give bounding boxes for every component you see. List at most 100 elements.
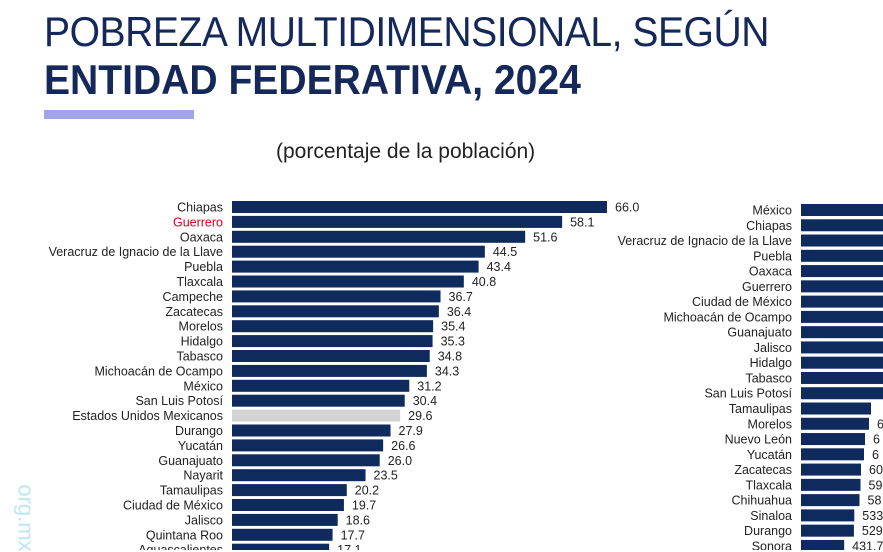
value-label: 431.7 [852,539,883,550]
bar-1-9 [801,341,883,354]
category-label: Quintana Roo [146,528,223,542]
bar-0-16 [232,439,384,452]
bar-1-1 [801,219,883,232]
bar-1-12 [801,387,883,400]
bar-0-4 [232,260,479,273]
value-label: 51.6 [533,230,557,244]
value-label: 30.4 [413,394,437,408]
category-label: Tamaulipas [729,402,792,416]
category-label: Michoacán de Ocampo [94,364,223,378]
category-label: Hidalgo [181,335,223,349]
category-label: Guerrero [173,215,223,229]
category-label: Veracruz de Ignacio de la Llave [49,245,223,259]
category-label: Guerrero [742,280,792,294]
value-label: 23.5 [374,469,398,483]
bar-1-10 [801,356,883,369]
category-label: Durango [175,424,223,438]
bar-0-15 [232,424,391,437]
title-line-1: POBREZA MULTIDIMENSIONAL, SEGÚN [44,8,769,55]
bar-1-19 [801,494,860,507]
value-label: 35.3 [441,335,465,349]
bar-0-5 [232,275,464,288]
category-label: Estados Unidos Mexicanos [72,409,223,423]
value-label: 44.5 [493,245,517,259]
value-label: 533 [862,509,883,523]
category-label: Tabasco [176,350,223,364]
value-label: 17.7 [341,528,365,542]
bar-1-17 [801,463,861,476]
bar-0-14 [232,409,401,422]
bar-1-3 [801,249,883,262]
value-label: 20.2 [355,484,379,498]
bar-1-5 [801,280,883,293]
bar-1-2 [801,234,883,247]
value-label: 6 [877,417,883,431]
value-label: 26.0 [388,454,412,468]
category-label: Zacatecas [165,305,223,319]
value-label: 31.2 [417,379,441,393]
category-label: Tlaxcala [176,275,223,289]
bar-0-6 [232,290,441,303]
category-label: Durango [744,524,792,538]
bar-0-8 [232,320,434,333]
bar-1-8 [801,326,883,339]
category-label: San Luis Potosí [135,394,223,408]
category-label: Oaxaca [749,265,792,279]
category-label: Campeche [163,290,223,304]
category-label: México [183,379,223,393]
value-label: 29.6 [408,409,432,423]
bar-0-23 [232,543,330,550]
category-label: Sonora [752,539,792,550]
bar-1-16 [801,448,864,461]
category-label: Ciudad de México [692,295,792,309]
bar-0-9 [232,335,433,348]
category-label: Guanajuato [727,326,792,340]
bar-1-22 [801,539,845,550]
value-label: 36.4 [447,305,471,319]
value-label: 529 [862,524,883,538]
value-label: 26.6 [391,439,415,453]
bar-0-20 [232,499,344,511]
bar-0-18 [232,469,366,482]
category-label: San Luis Potosí [704,387,792,401]
value-label: 34.8 [438,350,462,364]
value-label: 6 [873,433,880,447]
bar-0-21 [232,513,338,526]
bar-1-15 [801,433,865,446]
bar-0-2 [232,230,526,243]
bar-0-7 [232,305,439,318]
category-label: Jalisco [185,513,223,527]
category-label: Tabasco [745,371,792,385]
category-label: Oaxaca [180,230,223,244]
category-label: Chiapas [177,201,223,215]
bar-0-11 [232,364,427,377]
category-label: México [752,204,792,218]
value-label: 58.1 [570,215,594,229]
bar-1-14 [801,417,869,430]
category-label: Chihuahua [732,494,793,508]
value-label: 18.6 [346,513,370,527]
value-label: 66.0 [615,201,639,215]
bar-0-13 [232,394,405,407]
value-label: 40.8 [472,275,496,289]
value-label: 60 [869,463,883,477]
bar-1-6 [801,295,883,308]
bar-0-0 [232,201,607,213]
bar-0-17 [232,454,380,467]
category-label: Jalisco [754,341,792,355]
category-label: Chiapas [746,219,792,233]
category-label: Morelos [748,417,792,431]
bar-1-21 [801,524,854,537]
bar-1-0 [801,204,883,216]
bar-0-10 [232,350,430,362]
category-label: Puebla [184,260,223,274]
value-label: 6 [872,448,879,462]
bar-0-19 [232,484,347,497]
bar-1-4 [801,265,883,278]
bar-1-13 [801,402,871,415]
value-label: 36.7 [449,290,473,304]
category-label: Tlaxcala [745,478,792,492]
category-label: Aguascalientes [138,543,223,550]
category-label: Michoacán de Ocampo [663,310,792,324]
